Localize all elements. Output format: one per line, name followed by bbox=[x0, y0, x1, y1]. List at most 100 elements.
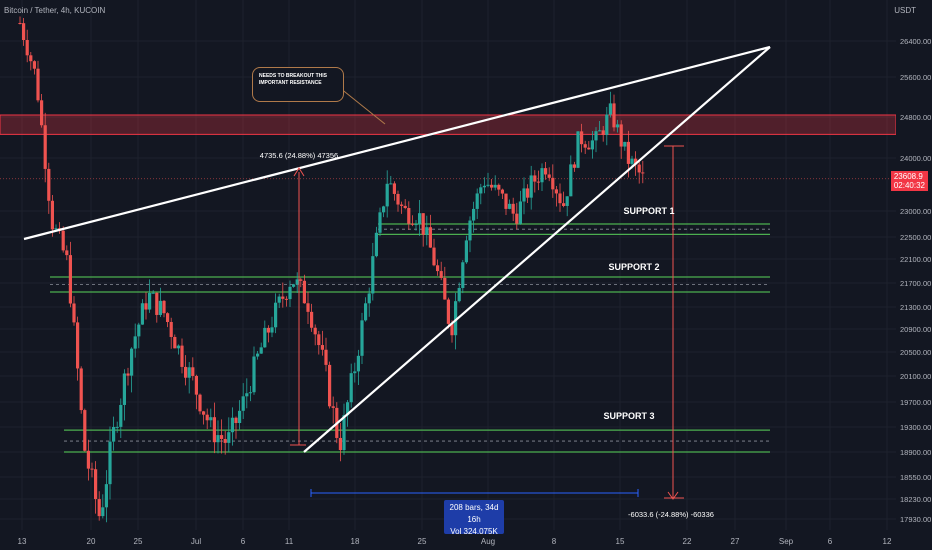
candle-body bbox=[83, 410, 87, 451]
candle-body bbox=[313, 327, 317, 335]
candle-body bbox=[155, 292, 159, 315]
callout-pointer bbox=[339, 87, 386, 125]
candle-body bbox=[317, 334, 321, 346]
candle-body bbox=[554, 189, 558, 194]
candle-body bbox=[140, 303, 144, 325]
price-tick-label: 25600.00 bbox=[900, 73, 931, 82]
candle-body bbox=[522, 188, 526, 202]
candle-body bbox=[68, 255, 72, 304]
candle-body bbox=[302, 280, 306, 304]
candle-body bbox=[562, 203, 566, 206]
candle-body bbox=[274, 302, 278, 328]
candle-body bbox=[137, 324, 141, 337]
candle-body bbox=[130, 348, 134, 376]
candle-body bbox=[328, 364, 332, 407]
time-tick-label: Aug bbox=[481, 537, 495, 546]
time-tick-label: 20 bbox=[87, 537, 96, 546]
candle-body bbox=[450, 323, 454, 336]
candle-body bbox=[349, 373, 353, 403]
time-tick-label: 22 bbox=[683, 537, 692, 546]
candle-body bbox=[425, 227, 429, 235]
lower-trendline bbox=[303, 46, 771, 453]
time-tick-label: 27 bbox=[731, 537, 740, 546]
candle-body bbox=[472, 208, 476, 221]
candle-body bbox=[364, 303, 368, 321]
candle-body bbox=[587, 147, 591, 150]
candle-body bbox=[32, 61, 36, 69]
candle-body bbox=[320, 345, 324, 350]
candle-body bbox=[270, 327, 274, 333]
candle-body bbox=[227, 432, 231, 443]
candle-body bbox=[637, 164, 641, 173]
candle-body bbox=[421, 213, 425, 235]
candle-body bbox=[310, 311, 314, 328]
time-tick-label: 6 bbox=[828, 537, 833, 546]
candle-body bbox=[281, 296, 285, 299]
candle-body bbox=[612, 103, 616, 128]
candle-body bbox=[202, 411, 206, 415]
price-tick-label: 24000.00 bbox=[900, 154, 931, 163]
bars-label: 208 bars, 34d 16h bbox=[449, 503, 499, 524]
candle-body bbox=[544, 168, 548, 175]
candle-body bbox=[191, 367, 195, 376]
support-1-label: SUPPORT 1 bbox=[623, 206, 674, 216]
candle-body bbox=[374, 232, 378, 257]
candle-body bbox=[540, 168, 544, 183]
candle-body bbox=[403, 205, 407, 209]
candle-body bbox=[158, 300, 162, 315]
candle-body bbox=[259, 347, 263, 354]
rise-arrowhead bbox=[293, 167, 305, 177]
candle-body bbox=[601, 130, 605, 135]
candle-body bbox=[641, 172, 645, 174]
candle-body bbox=[619, 124, 623, 147]
candle-body bbox=[169, 322, 173, 337]
candle-body bbox=[598, 130, 602, 132]
candle-body bbox=[277, 296, 281, 303]
drop-arrowhead bbox=[667, 491, 679, 500]
time-tick-label: 15 bbox=[616, 537, 625, 546]
candle-body bbox=[133, 336, 137, 349]
candle-body bbox=[205, 414, 209, 421]
candle-body bbox=[428, 227, 432, 248]
candle-body bbox=[173, 336, 177, 349]
symbol-title: Bitcoin / Tether, 4h, KUCOIN bbox=[4, 6, 106, 15]
candle-body bbox=[263, 327, 267, 348]
candle-body bbox=[414, 224, 418, 226]
candle-body bbox=[608, 103, 612, 115]
candle-body bbox=[529, 175, 533, 198]
candle-body bbox=[252, 356, 256, 393]
candle-body bbox=[180, 345, 184, 367]
candle-body bbox=[547, 174, 551, 178]
price-tick-label: 19700.00 bbox=[900, 398, 931, 407]
drawings bbox=[23, 45, 771, 500]
candle-body bbox=[418, 213, 422, 225]
candle-body bbox=[299, 279, 303, 281]
candle-body bbox=[446, 299, 450, 324]
candle-body bbox=[115, 426, 119, 428]
candle-body bbox=[18, 23, 22, 24]
candle-body bbox=[122, 373, 126, 405]
candle-body bbox=[511, 203, 515, 214]
price-tick-label: 21300.00 bbox=[900, 303, 931, 312]
vol-label: Vol 324.075K bbox=[450, 527, 498, 536]
price-tick-label: 23000.00 bbox=[900, 207, 931, 216]
candle-body bbox=[410, 223, 414, 225]
time-axis-bg bbox=[0, 532, 932, 550]
candle-body bbox=[54, 228, 58, 230]
candle-body bbox=[443, 277, 447, 300]
price-tick-label: 22100.00 bbox=[900, 255, 931, 264]
price-tick-label: 26400.00 bbox=[900, 37, 931, 46]
candle-body bbox=[230, 417, 234, 433]
candle-body bbox=[184, 366, 188, 378]
candles bbox=[18, 16, 645, 523]
candle-body bbox=[212, 417, 216, 443]
candle-body bbox=[86, 450, 90, 469]
candle-body bbox=[50, 200, 54, 230]
candle-body bbox=[436, 265, 440, 272]
support-2-label: SUPPORT 2 bbox=[608, 262, 659, 272]
candle-body bbox=[590, 140, 594, 150]
resistance-note-callout[interactable]: NEEDS TO BREAKOUT THIS IMPORTANT RESISTA… bbox=[252, 67, 344, 102]
candle-body bbox=[112, 426, 116, 442]
candle-body bbox=[576, 131, 580, 168]
